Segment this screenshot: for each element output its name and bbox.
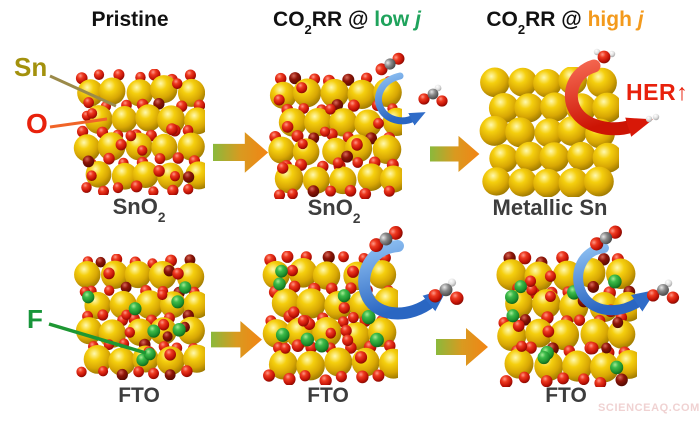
arrow-fto-to-low-j	[211, 320, 262, 359]
structure-fto-pristine	[74, 254, 205, 380]
caption-sno2-pristine: SnO2	[112, 194, 166, 226]
column-header-low-j: CO2RR @ low j	[273, 8, 421, 38]
caption-sno2-low-j: SnO2	[307, 195, 361, 227]
arrow-fto-low-to-high-j	[436, 328, 488, 366]
structure-sno2-low-j	[268, 72, 402, 199]
co2-molecule-bottom-right	[590, 225, 622, 251]
arrow-sno2-to-low-j	[213, 132, 269, 173]
formate-molecule-bottom-right	[646, 279, 680, 304]
structure-metallic-sn	[479, 67, 619, 197]
f-atom-label: F	[27, 304, 43, 334]
caption-fto-pristine: FTO	[118, 384, 160, 407]
caption-fto-low-j: FTO	[307, 384, 349, 407]
her-label: HER↑	[626, 79, 689, 105]
arrow-low-j-to-high-j	[430, 135, 480, 172]
structure-fto-high-j	[496, 251, 637, 387]
sn-atom-label: Sn	[14, 52, 48, 82]
column-header-high-j: CO2RR @ high j	[486, 8, 644, 38]
water-molecule	[593, 48, 616, 64]
watermark: SCIENCEAQ.COM	[598, 402, 700, 414]
column-header-pristine: Pristine	[55, 8, 205, 32]
pristine-text: Pristine	[91, 8, 169, 31]
formate-molecule-top	[418, 84, 448, 107]
formate-molecule-bottom-mid	[428, 278, 464, 305]
caption-metallic-sn: Metallic Sn	[492, 195, 608, 220]
structure-sno2-pristine	[73, 69, 205, 195]
her-up-arrow-icon: ↑	[676, 79, 689, 105]
structure-fto-low-j	[262, 251, 398, 385]
h2-molecule	[645, 113, 660, 123]
co2-molecule-bottom-mid	[369, 226, 403, 252]
caption-fto-high-j: FTO	[545, 384, 587, 407]
o-atom-label: O	[26, 108, 48, 139]
